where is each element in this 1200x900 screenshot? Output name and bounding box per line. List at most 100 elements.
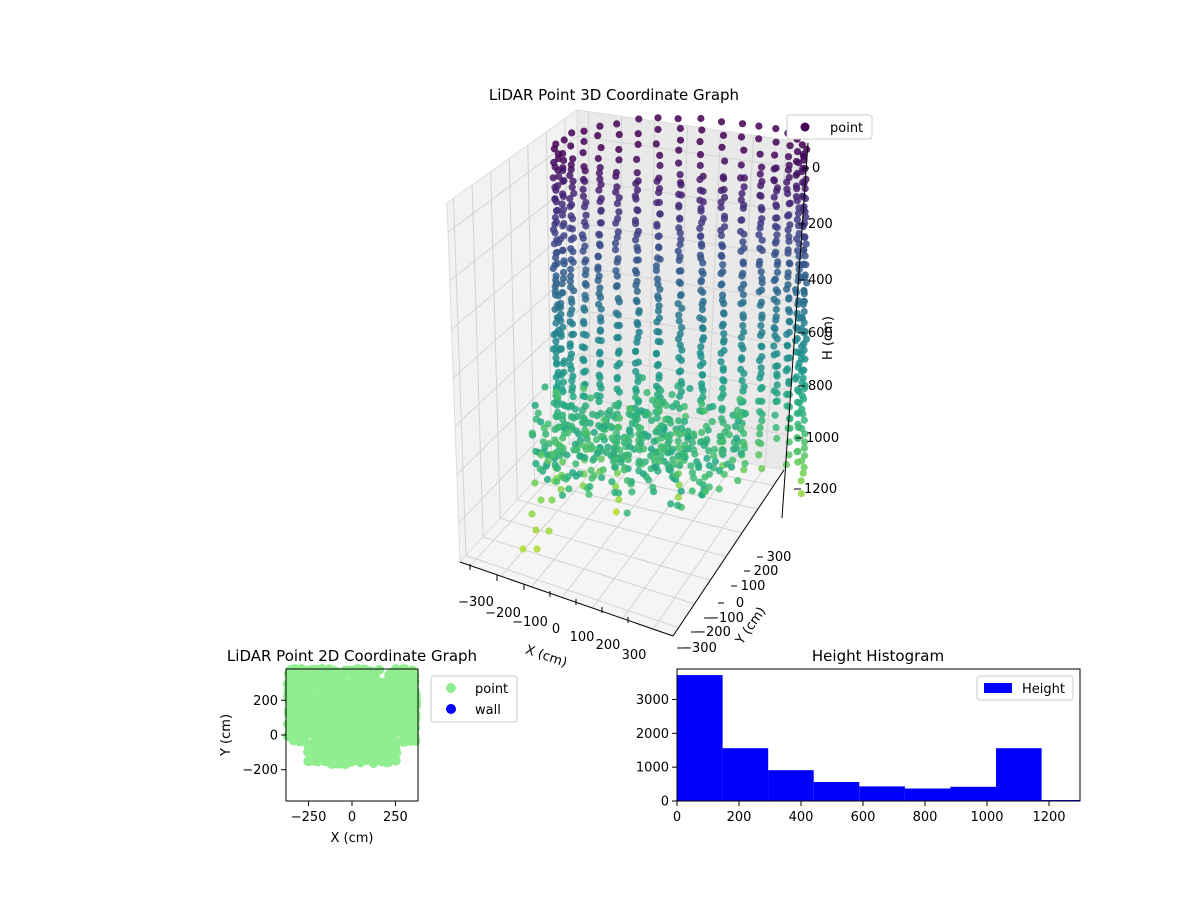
data-point-3d	[795, 349, 803, 357]
data-point-3d	[600, 436, 609, 444]
data-point-3d	[770, 324, 778, 332]
data-point-3d	[634, 140, 642, 148]
x-tick-label-histogram: 1000	[970, 810, 1003, 825]
data-point-3d	[566, 203, 574, 211]
x-tick-label-histogram: 800	[913, 810, 938, 825]
data-point-2d	[406, 727, 417, 738]
data-point-3d	[720, 300, 728, 308]
data-point-3d	[772, 203, 781, 211]
data-point-3d	[723, 424, 732, 432]
data-point-3d	[569, 234, 578, 242]
data-point-3d	[656, 151, 664, 159]
data-point-3d	[691, 450, 699, 458]
data-point-3d	[532, 526, 540, 534]
data-point-3d	[559, 378, 568, 386]
data-point-2d	[362, 714, 373, 725]
data-point-3d	[559, 458, 567, 466]
data-point-3d	[700, 441, 708, 450]
data-point-3d	[720, 309, 728, 317]
data-point-3d	[559, 190, 567, 198]
data-point-3d	[654, 114, 662, 122]
data-point-3d	[687, 462, 695, 470]
points-2d	[282, 664, 422, 770]
data-point-3d	[600, 416, 608, 424]
data-point-2d	[344, 709, 355, 720]
data-point-3d	[799, 261, 807, 269]
data-point-3d	[737, 365, 745, 374]
data-point-3d	[563, 402, 571, 410]
data-point-3d	[594, 276, 602, 284]
data-point-3d	[623, 477, 632, 485]
data-point-3d	[740, 328, 748, 336]
data-point-3d	[596, 314, 605, 322]
data-point-3d	[773, 370, 781, 378]
data-point-3d	[590, 472, 598, 480]
data-point-3d	[596, 326, 605, 334]
data-point-2d	[319, 672, 329, 683]
data-point-3d	[710, 452, 718, 460]
data-point-3d	[595, 398, 603, 406]
data-point-3d	[653, 275, 662, 283]
data-point-3d	[582, 266, 590, 274]
data-point-3d	[785, 317, 793, 325]
data-point-3d	[659, 398, 667, 406]
data-point-3d	[632, 393, 640, 401]
data-point-3d	[717, 270, 725, 278]
data-point-3d	[578, 343, 586, 351]
data-point-3d	[798, 141, 806, 149]
data-point-2d	[373, 727, 384, 738]
data-point-3d	[612, 508, 620, 516]
data-point-3d	[593, 412, 601, 420]
chart-3d: LiDAR Point 3D Coordinate Graph −300−200…	[446, 86, 873, 671]
data-point-3d	[613, 120, 621, 128]
data-point-3d	[718, 404, 726, 412]
data-point-3d	[676, 171, 684, 179]
data-point-3d	[652, 350, 661, 358]
data-point-3d	[566, 340, 574, 348]
data-point-3d	[697, 278, 705, 286]
data-point-2d	[398, 695, 409, 706]
data-point-3d	[717, 231, 726, 240]
data-point-3d	[633, 319, 641, 327]
data-point-3d	[756, 331, 765, 340]
data-point-3d	[755, 135, 763, 143]
data-point-3d	[799, 469, 807, 477]
data-point-2d	[286, 686, 297, 697]
data-point-3d	[676, 292, 685, 300]
grid-line	[527, 145, 536, 482]
data-point-3d	[552, 319, 560, 327]
data-point-3d	[721, 223, 729, 231]
data-point-3d	[550, 145, 559, 153]
data-point-3d	[676, 240, 684, 249]
data-point-3d	[786, 142, 794, 150]
data-point-3d	[720, 175, 728, 183]
data-point-3d	[564, 429, 572, 437]
data-point-3d	[699, 259, 707, 267]
data-point-3d	[579, 185, 587, 193]
data-point-3d	[676, 392, 684, 400]
data-point-2d	[288, 735, 299, 746]
data-point-3d	[674, 382, 682, 390]
data-point-3d	[594, 265, 602, 273]
data-point-3d	[785, 161, 793, 169]
data-point-3d	[770, 176, 778, 184]
data-point-3d	[531, 401, 539, 409]
data-point-3d	[715, 485, 723, 493]
data-point-3d	[803, 279, 811, 287]
data-point-3d	[580, 304, 588, 312]
data-point-3d	[801, 382, 809, 390]
data-point-3d	[614, 228, 622, 236]
data-point-3d	[720, 215, 729, 223]
x-tick-label-3d: −200	[485, 606, 521, 621]
data-point-3d	[696, 362, 705, 370]
data-point-3d	[770, 277, 778, 285]
data-point-3d	[773, 434, 781, 443]
data-point-3d	[606, 407, 614, 415]
data-point-3d	[698, 428, 706, 437]
data-point-3d	[784, 306, 793, 314]
data-point-3d	[615, 347, 623, 355]
data-point-3d	[739, 269, 747, 277]
data-point-3d	[699, 297, 707, 305]
data-point-3d	[758, 417, 766, 425]
data-point-3d	[635, 309, 643, 317]
